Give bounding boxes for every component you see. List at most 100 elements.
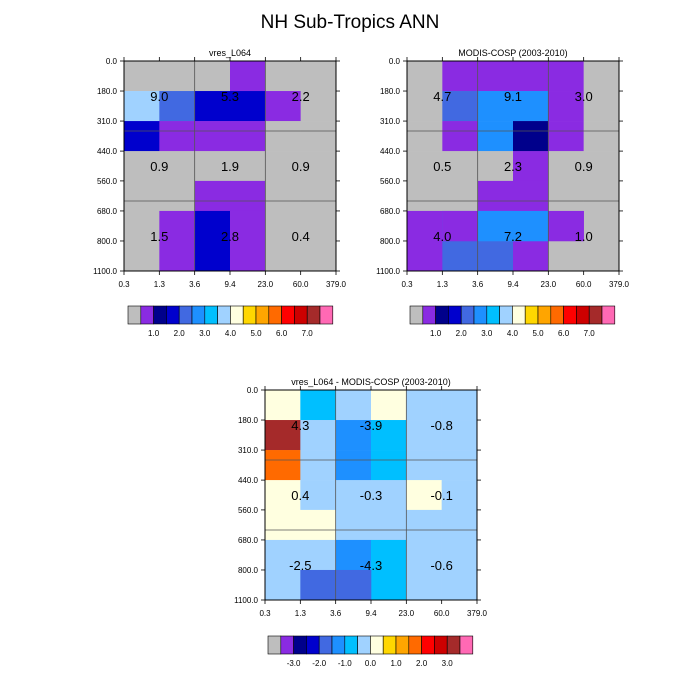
heat-cell [265, 210, 301, 272]
heat-cell [406, 390, 442, 421]
heat-cell [335, 420, 372, 451]
cell-value-label: -2.5 [289, 558, 311, 573]
colorbar-swatch [306, 635, 320, 655]
colorbar-swatch [499, 305, 513, 325]
y-tick-label: 0.0 [106, 57, 118, 66]
colorbar-label: 3.0 [199, 329, 211, 338]
heat-cell [265, 151, 301, 182]
heat-cell [442, 180, 478, 212]
y-tick-label: 1100.0 [376, 267, 400, 276]
x-tick-label: 1.3 [154, 280, 166, 289]
colorbar-swatch [563, 305, 577, 325]
colorbar-swatch [524, 305, 539, 325]
y-tick-label: 1100.0 [93, 267, 117, 276]
colorbar-label: 6.0 [276, 329, 288, 338]
heat-cell [548, 91, 584, 122]
y-tick-label: 560.0 [238, 506, 259, 515]
cell-value-label: 0.9 [292, 159, 310, 174]
y-tick-label: 800.0 [380, 237, 401, 246]
heat-cell [159, 91, 195, 122]
x-tick-label: 1.3 [295, 609, 307, 618]
heat-cell [548, 61, 584, 92]
colorbar-swatch [434, 635, 448, 655]
cell-value-label: -0.3 [360, 488, 382, 503]
colorbar-swatch [230, 305, 244, 325]
x-tick-label: 60.0 [293, 280, 309, 289]
panel-title: vres_L064 [209, 48, 251, 58]
cell-value-label: 7.2 [504, 229, 522, 244]
heat-cell [265, 61, 301, 92]
heat-cell [513, 121, 549, 152]
heat-cell [407, 121, 443, 152]
heat-cell [406, 450, 442, 481]
colorbar-swatch [217, 305, 231, 325]
heat-cell [583, 180, 620, 212]
heat-cell [583, 91, 620, 122]
colorbar-swatch [435, 305, 449, 325]
colorbar-label: -1.0 [338, 659, 352, 668]
colorbar-swatch [576, 305, 590, 325]
colorbar-label: -3.0 [287, 659, 301, 668]
cell-value-label: 0.9 [575, 159, 593, 174]
x-tick-label: 3.6 [189, 280, 201, 289]
colorbar-swatch [460, 305, 475, 325]
panel-2: MODIS-COSP (2003-2010) 0.3 1.3 3.6 9.4 23.0 60… [376, 48, 629, 338]
x-tick-label: 23.0 [258, 280, 274, 289]
colorbar-swatch [204, 305, 218, 325]
colorbar-label: 2.0 [416, 659, 428, 668]
heat-cell [265, 91, 301, 122]
colorbar-label: 6.0 [558, 329, 570, 338]
y-tick-label: 440.0 [380, 147, 401, 156]
cell-value-label: 1.9 [221, 159, 239, 174]
colorbar-swatch [448, 305, 462, 325]
cell-value-label: 1.5 [150, 229, 168, 244]
y-tick-label: 1100.0 [234, 596, 258, 605]
heat-cell [124, 61, 160, 92]
cell-value-label: 0.4 [292, 229, 310, 244]
colorbar-label: 4.0 [507, 329, 519, 338]
cell-value-label: -4.3 [360, 558, 382, 573]
x-tick-label: 379.0 [326, 280, 347, 289]
x-tick-label: 379.0 [467, 609, 488, 618]
heat-cell [265, 180, 301, 212]
y-tick-label: 560.0 [97, 177, 118, 186]
colorbar-swatch [331, 635, 346, 655]
cell-value-label: 4.0 [433, 229, 451, 244]
x-tick-label: 0.3 [118, 280, 130, 289]
heat-cell [265, 450, 301, 481]
heat-cell [477, 91, 514, 122]
heat-cell [265, 509, 301, 541]
heat-cell [477, 210, 514, 242]
heat-cell [194, 121, 231, 152]
x-tick-label: 60.0 [576, 280, 592, 289]
colorbar-label: 7.0 [302, 329, 314, 338]
heat-cell [441, 539, 478, 601]
heat-cell [230, 61, 266, 92]
heat-cell [442, 91, 478, 122]
heat-cell [441, 390, 478, 421]
colorbar-swatch [395, 635, 410, 655]
heat-cell [300, 450, 336, 481]
heat-cell [513, 180, 549, 212]
cell-value-label: 0.4 [291, 488, 309, 503]
cell-value-label: 9.1 [504, 89, 522, 104]
heat-cell [265, 121, 301, 152]
heat-cell [300, 480, 336, 511]
heat-cell [513, 91, 549, 122]
y-tick-label: 440.0 [238, 476, 259, 485]
heat-cell [159, 121, 195, 152]
colorbar-swatch [588, 305, 603, 325]
y-tick-label: 310.0 [380, 117, 401, 126]
y-tick-label: 560.0 [380, 177, 401, 186]
cell-value-label: 0.5 [433, 159, 451, 174]
colorbar-swatch [268, 305, 282, 325]
colorbar-swatch [422, 305, 436, 325]
y-tick-label: 680.0 [380, 207, 401, 216]
heat-cell [441, 450, 478, 481]
colorbar-swatch [140, 305, 154, 325]
heat-cell [124, 180, 160, 212]
colorbar-swatch [153, 305, 167, 325]
heat-cell [124, 91, 160, 122]
heat-cell [159, 151, 195, 182]
